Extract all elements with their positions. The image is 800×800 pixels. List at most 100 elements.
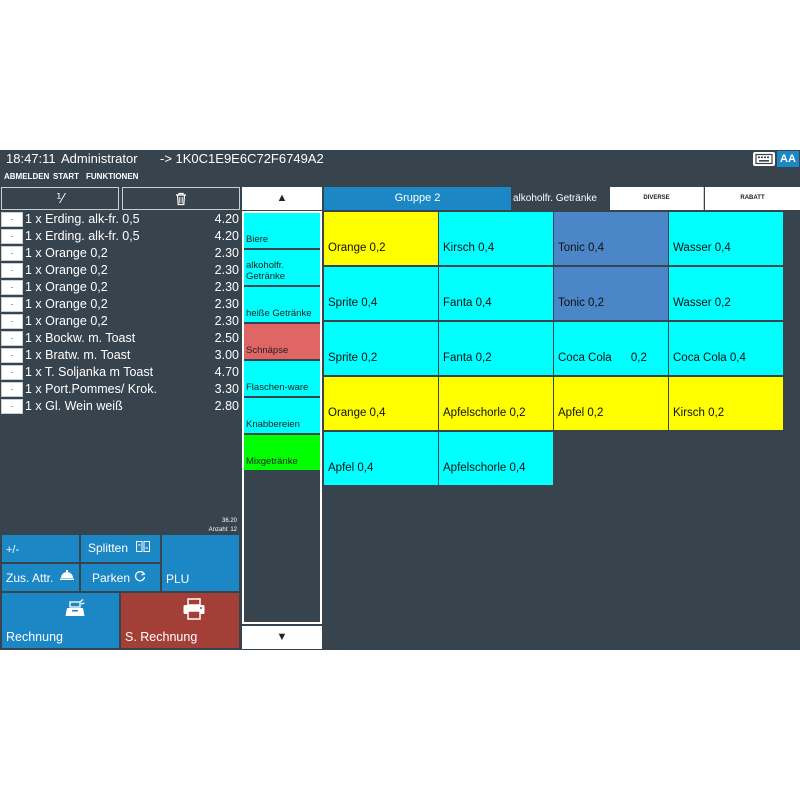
- row-select-box[interactable]: ·: [1, 365, 23, 380]
- product-button[interactable]: Wasser 0,2: [669, 267, 783, 320]
- product-button[interactable]: Apfelschorle 0,4: [439, 432, 553, 485]
- s-invoice-button[interactable]: S. Rechnung: [121, 593, 239, 648]
- row-select-box[interactable]: ·: [1, 229, 23, 244]
- product-button[interactable]: Orange 0,4: [324, 377, 438, 430]
- receipt-item-price: 4.70: [214, 365, 239, 379]
- product-button[interactable]: Apfelschorle 0,2: [439, 377, 553, 430]
- row-select-box[interactable]: ·: [1, 331, 23, 346]
- product-label: Kirsch 0,4: [443, 242, 495, 254]
- receipt-item-text: 1 x Bratw. m. Toast: [25, 348, 131, 362]
- product-label: Tonic 0,2: [558, 297, 605, 309]
- receipt-row[interactable]: · 1 x Port.Pommes/ Krok. 3.30: [0, 381, 241, 398]
- product-button[interactable]: Fanta 0,2: [439, 322, 553, 375]
- split-button[interactable]: Splitten: [81, 535, 160, 562]
- product-button[interactable]: Sprite 0,4: [324, 267, 438, 320]
- product-button[interactable]: Apfel 0,2: [554, 377, 668, 430]
- refresh-icon: [134, 571, 146, 582]
- row-select-box[interactable]: ·: [1, 297, 23, 312]
- triangle-down-icon: ▼: [276, 631, 288, 643]
- product-button[interactable]: Wasser 0,4: [669, 212, 783, 265]
- plus-minus-button[interactable]: +/-: [2, 535, 79, 562]
- row-select-box[interactable]: ·: [1, 263, 23, 278]
- trash-icon: [176, 192, 186, 206]
- receipt-item-text: 1 x Erding. alk-fr. 0,5: [25, 229, 140, 243]
- product-label: Apfel 0,2: [558, 407, 604, 419]
- category-item[interactable]: Biere: [244, 213, 320, 249]
- receipt-row[interactable]: · 1 x Erding. alk-fr. 0,5 4.20: [0, 211, 241, 228]
- product-button[interactable]: Coca Cola 0,4: [669, 322, 783, 375]
- row-select-box[interactable]: ·: [1, 348, 23, 363]
- receipt-row[interactable]: · 1 x Orange 0,2 2.30: [0, 245, 241, 262]
- invoice-button[interactable]: Rechnung: [2, 593, 119, 648]
- product-button[interactable]: Kirsch 0,4: [439, 212, 553, 265]
- table-id: -> 1K0C1E9E6C72F6749A2: [160, 151, 324, 166]
- tab-subgroup[interactable]: alkoholfr. Getränke: [513, 187, 609, 210]
- receipt-list: · 1 x Erding. alk-fr. 0,5 4.20 · 1 x Erding.…: [0, 211, 241, 415]
- product-button[interactable]: Tonic 0,2: [554, 267, 668, 320]
- menu-funktionen[interactable]: FUNKTIONEN: [86, 172, 139, 181]
- product-label: Orange 0,2: [328, 242, 386, 254]
- product-label: Kirsch 0,2: [673, 407, 725, 419]
- category-item[interactable]: Mixgetränke: [244, 435, 320, 471]
- category-item[interactable]: alkoholfr. Getränke: [244, 250, 320, 286]
- receipt-row[interactable]: · 1 x Orange 0,2 2.30: [0, 296, 241, 313]
- category-item[interactable]: Knabbereien: [244, 398, 320, 434]
- receipt-row[interactable]: · 1 x Bockw. m. Toast 2.50: [0, 330, 241, 347]
- product-button[interactable]: Coca Cola 0,2: [554, 322, 668, 375]
- receipt-item-price: 2.30: [214, 280, 239, 294]
- plu-button[interactable]: PLU: [162, 535, 239, 591]
- receipt-row[interactable]: · 1 x T. Soljanka m Toast 4.70: [0, 364, 241, 381]
- receipt-row[interactable]: · 1 x Erding. alk-fr. 0,5 4.20: [0, 228, 241, 245]
- title-bar: 18:47:11 Administrator -> 1K0C1E9E6C72F6…: [0, 150, 800, 168]
- product-label: Fanta 0,4: [443, 297, 492, 309]
- receipt-row[interactable]: · 1 x Orange 0,2 2.30: [0, 279, 241, 296]
- row-select-box[interactable]: ·: [1, 314, 23, 329]
- row-select-box[interactable]: ·: [1, 280, 23, 295]
- diverse-button[interactable]: DIVERSE: [610, 187, 704, 210]
- menu-bar: ABMELDEN START FUNKTIONEN: [0, 168, 800, 186]
- row-select-box[interactable]: ·: [1, 382, 23, 397]
- product-label: Wasser 0,2: [673, 297, 731, 309]
- category-scroll-down-button[interactable]: ▼: [242, 626, 322, 649]
- row-select-box[interactable]: ·: [1, 212, 23, 227]
- receipt-row[interactable]: · 1 x Gl. Wein weiß 2.80: [0, 398, 241, 415]
- pos-app: 18:47:11 Administrator -> 1K0C1E9E6C72F6…: [0, 150, 800, 650]
- split-item-button[interactable]: ⅟: [1, 187, 119, 210]
- product-button[interactable]: Orange 0,2: [324, 212, 438, 265]
- menu-abmelden[interactable]: ABMELDEN: [4, 172, 50, 181]
- cash-register-icon: [65, 599, 85, 616]
- park-button[interactable]: Parken: [81, 564, 160, 591]
- product-button[interactable]: Kirsch 0,2: [669, 377, 783, 430]
- receipt-row[interactable]: · 1 x Orange 0,2 2.30: [0, 262, 241, 279]
- product-label: Orange 0,4: [328, 407, 386, 419]
- product-button[interactable]: Sprite 0,2: [324, 322, 438, 375]
- category-scroll-up-button[interactable]: ▲: [242, 187, 322, 210]
- product-label: Sprite 0,2: [328, 352, 378, 364]
- receipt-row[interactable]: · 1 x Bratw. m. Toast 3.00: [0, 347, 241, 364]
- category-item[interactable]: Flaschen-ware: [244, 361, 320, 397]
- receipt-item-text: 1 x Orange 0,2: [25, 297, 108, 311]
- rabatt-button[interactable]: RABATT: [705, 187, 800, 210]
- product-label: Wasser 0,4: [673, 242, 731, 254]
- product-button[interactable]: Tonic 0,4: [554, 212, 668, 265]
- receipt-item-text: 1 x Orange 0,2: [25, 263, 108, 277]
- receipt-row[interactable]: · 1 x Orange 0,2 2.30: [0, 313, 241, 330]
- category-item[interactable]: Schnäpse: [244, 324, 320, 360]
- product-button[interactable]: Apfel 0,4: [324, 432, 438, 485]
- product-button[interactable]: Fanta 0,4: [439, 267, 553, 320]
- row-select-box[interactable]: ·: [1, 246, 23, 261]
- tab-group[interactable]: Gruppe 2: [324, 187, 511, 210]
- split-item-icon: ⅟: [56, 191, 64, 206]
- row-select-box[interactable]: ·: [1, 399, 23, 414]
- receipt-item-text: 1 x Port.Pommes/ Krok.: [25, 382, 157, 396]
- font-size-button[interactable]: AA: [777, 151, 799, 167]
- keyboard-button[interactable]: [753, 152, 775, 166]
- receipt-item-text: 1 x T. Soljanka m Toast: [25, 365, 154, 379]
- product-label: Coca Cola 0,2: [558, 352, 647, 364]
- menu-start[interactable]: START: [53, 172, 80, 181]
- receipt-item-price: 4.20: [214, 229, 239, 243]
- extra-attribute-button[interactable]: Zus. Attr.: [2, 564, 79, 591]
- product-label: Tonic 0,4: [558, 242, 605, 254]
- category-item[interactable]: heiße Getränke: [244, 287, 320, 323]
- delete-item-button[interactable]: [122, 187, 240, 210]
